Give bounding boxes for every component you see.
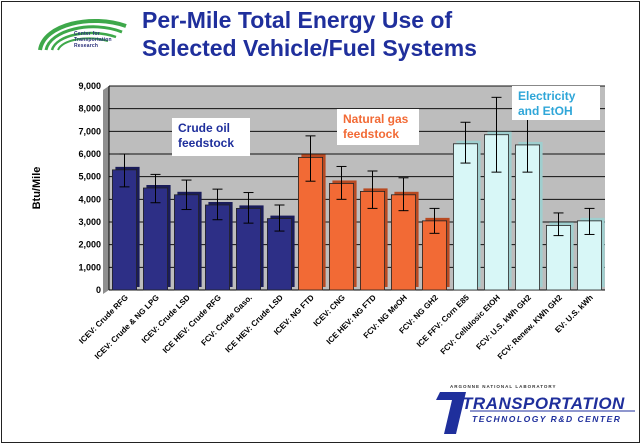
annotation-text: Natural gas [343, 112, 409, 126]
bar [143, 187, 168, 291]
bar [546, 224, 571, 291]
annotation-text: Crude oil [178, 121, 230, 135]
transportation-logo: ARGONNE NATIONAL LABORATORY TRANSPORTATI… [410, 380, 640, 440]
page-title: Per-Mile Total Energy Use of Selected Ve… [142, 6, 542, 62]
annotation-text: feedstock [343, 127, 399, 141]
ctr-logo-text: Center for Transportation Research [74, 31, 132, 49]
annotation-box [172, 118, 250, 156]
y-tick-label: 1,000 [78, 262, 101, 272]
transportation-text: TRANSPORTATION [462, 394, 625, 413]
annotation-text: feedstock [178, 136, 234, 150]
y-tick-label: 7,000 [78, 126, 101, 136]
bar [329, 183, 354, 291]
transportation-swoosh-icon [436, 392, 635, 434]
category-label: FCV: U.S. kWh GH2 [474, 293, 533, 352]
title-line-1: Per-Mile Total Energy Use of [142, 7, 453, 33]
annotation-text: and EtOH [518, 104, 573, 118]
annotation-box [512, 86, 600, 120]
category-label: FCV: Cellulosic EtOH [439, 293, 502, 356]
bar [453, 143, 478, 291]
y-tick-label: 2,000 [78, 240, 101, 250]
y-tick-label: 9,000 [78, 81, 101, 91]
y-tick-label: 5,000 [78, 172, 101, 182]
category-label: ICE HEV: Crude LSD [224, 293, 286, 355]
y-axis-label: Btu/Mile [31, 167, 43, 210]
y-tick-label: 4,000 [78, 194, 101, 204]
ctr-logo-line2: Transportation Research [74, 37, 112, 49]
y-tick-label: 0 [96, 285, 101, 295]
title-line-2: Selected Vehicle/Fuel Systems [142, 35, 477, 61]
y-tick-label: 6,000 [78, 149, 101, 159]
y-tick-label: 8,000 [78, 104, 101, 114]
y-tick-label: 3,000 [78, 217, 101, 227]
bar [112, 169, 137, 291]
annotation-text: Electricity [518, 89, 576, 103]
ctr-logo: Center for Transportation Research [22, 6, 132, 54]
rd-center-text: TECHNOLOGY R&D CENTER [472, 414, 622, 424]
category-label: ICE HEV: Crude RFG [161, 293, 223, 355]
category-label: ICE FFV: Corn E85 [415, 293, 471, 349]
ctr-logo-line1: Center for [74, 31, 100, 37]
annotation-box [337, 109, 419, 145]
bar [174, 194, 199, 291]
anl-text: ARGONNE NATIONAL LABORATORY [450, 384, 557, 389]
ctr-logo-arcs-icon [38, 18, 127, 51]
